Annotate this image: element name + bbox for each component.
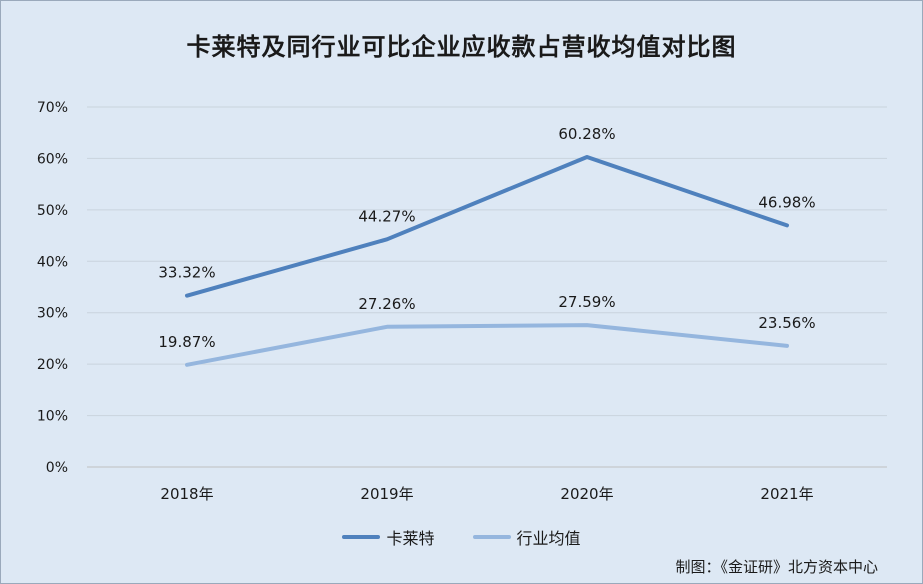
x-axis-tick-labels: 2018年 2019年 2020年 2021年	[160, 485, 813, 503]
legend-swatch-kalaite	[342, 535, 381, 539]
data-label: 19.87%	[158, 333, 215, 351]
y-tick-label: 10%	[37, 409, 68, 425]
series-line-industry-avg	[185, 323, 789, 367]
y-tick-label: 50%	[37, 203, 68, 219]
series-lines	[185, 154, 789, 367]
y-tick-label: 20%	[37, 357, 68, 373]
data-label: 23.56%	[758, 314, 815, 332]
gridlines	[87, 106, 887, 468]
y-axis-tick-labels: 0% 10% 20% 30% 40% 50% 60% 70%	[37, 100, 68, 476]
data-label: 44.27%	[358, 207, 415, 225]
y-tick-label: 60%	[37, 151, 68, 167]
x-tick-label: 2020年	[560, 485, 613, 503]
y-tick-label: 40%	[37, 254, 68, 270]
series-line-kalaite	[185, 154, 789, 298]
data-label: 46.98%	[758, 193, 815, 211]
data-label: 27.59%	[558, 293, 615, 311]
data-label: 33.32%	[158, 264, 215, 282]
legend-item-kalaite: 卡莱特	[342, 525, 435, 549]
legend-swatch-industry-avg	[472, 535, 511, 539]
x-tick-label: 2019年	[360, 485, 413, 503]
x-tick-label: 2021年	[760, 485, 813, 503]
legend-label-kalaite: 卡莱特	[386, 529, 435, 548]
data-label: 60.28%	[558, 125, 615, 143]
chart-title: 卡莱特及同行业可比企业应收款占营收均值对比图	[186, 33, 737, 61]
legend-label-industry-avg: 行业均值	[516, 529, 581, 548]
x-tick-label: 2018年	[160, 485, 213, 503]
legend-item-industry-avg: 行业均值	[472, 525, 581, 549]
data-labels: 33.32% 44.27% 60.28% 46.98% 19.87% 27.26% 27.5…	[158, 125, 815, 351]
legend: 卡莱特 行业均值	[1, 525, 922, 549]
data-label: 27.26%	[358, 295, 415, 313]
source-credit: 制图：《金证研》北方资本中心	[675, 558, 878, 576]
y-tick-label: 0%	[46, 460, 68, 476]
y-tick-label: 70%	[37, 100, 68, 116]
y-tick-label: 30%	[37, 306, 68, 322]
